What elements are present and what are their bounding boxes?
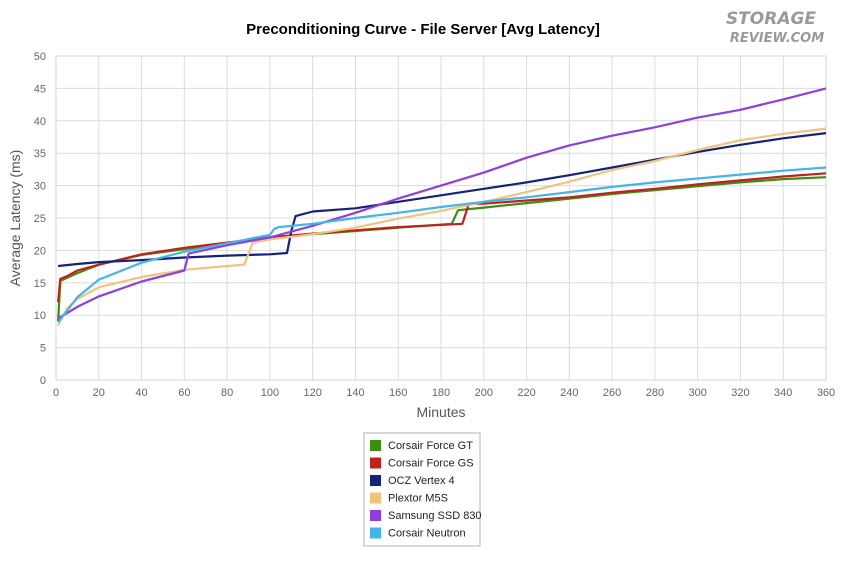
x-tick-label: 240	[560, 387, 578, 399]
series-line-plextor-m5s	[57, 127, 827, 327]
y-tick-label: 20	[34, 245, 46, 257]
legend-entry: OCZ Vertex 4	[388, 475, 455, 487]
legend-swatch	[370, 475, 381, 486]
series-line-corsair-force-gs	[57, 172, 827, 303]
legend-entry: Corsair Force GT	[388, 440, 473, 452]
legend-entry: Samsung SSD 830	[388, 510, 482, 522]
legend-items: Corsair Force GT Corsair Force GS OCZ Vert…	[370, 440, 482, 540]
legend-swatch	[370, 492, 381, 504]
x-tick-label: 220	[517, 387, 535, 399]
y-tick-label: 50	[34, 51, 46, 63]
x-tick-label: 0	[53, 387, 59, 399]
y-tick-label: 30	[34, 181, 46, 193]
legend-entry: Corsair Force GS	[388, 458, 474, 470]
logo-line2: REVIEW.COM	[730, 31, 824, 46]
x-axis-label: Minutes	[416, 404, 465, 420]
x-tick-label: 20	[93, 387, 105, 399]
x-tick-label: 160	[389, 387, 407, 399]
y-tick-label: 15	[34, 278, 46, 290]
x-tick-label: 40	[135, 387, 147, 399]
x-tick-label: 80	[221, 387, 233, 399]
x-tick-label: 100	[261, 387, 279, 399]
series-line-corsair-neutron	[57, 166, 827, 323]
x-tick-label: 340	[774, 387, 792, 399]
legend: Corsair Force GT Corsair Force GS OCZ Vert…	[363, 432, 482, 547]
y-tick-label: 0	[40, 375, 46, 387]
y-axis-label: Average Latency (ms)	[7, 150, 23, 287]
legend-box	[363, 432, 481, 547]
chart-series	[57, 87, 827, 327]
chart-title: Preconditioning Curve - File Server [Avg…	[246, 21, 600, 38]
y-tick-label: 10	[34, 310, 46, 322]
legend-entry: Corsair Neutron	[388, 528, 466, 540]
x-tick-label: 280	[646, 387, 664, 399]
y-axis-ticks: 0 5 10 15 20 25 30 35 40 45 50	[34, 51, 46, 387]
y-tick-label: 5	[40, 343, 46, 355]
y-tick-label: 45	[34, 83, 46, 95]
x-tick-label: 200	[475, 387, 493, 399]
legend-swatch	[370, 440, 381, 451]
y-tick-label: 40	[34, 116, 46, 128]
x-tick-label: 60	[178, 387, 190, 399]
x-axis-ticks: 0 20 40 60 80 100 120 140 160 180 200 220 240 260 280 3…	[53, 387, 835, 399]
plot-area-border	[55, 55, 827, 381]
legend-swatch	[370, 457, 381, 469]
x-tick-label: 320	[731, 387, 749, 399]
plot-grid	[56, 56, 826, 380]
legend-swatch	[370, 510, 381, 521]
y-tick-label: 25	[34, 213, 46, 225]
legend-entry: Plextor M5S	[388, 493, 448, 505]
storagereview-logo: STORAGE REVIEW.COM	[726, 9, 824, 46]
x-tick-label: 360	[817, 387, 835, 399]
y-tick-label: 35	[34, 148, 46, 160]
x-tick-label: 300	[688, 387, 706, 399]
legend-swatch	[370, 527, 381, 539]
x-tick-label: 120	[303, 387, 321, 399]
x-tick-label: 260	[603, 387, 621, 399]
x-tick-label: 180	[432, 387, 450, 399]
x-tick-label: 140	[346, 387, 364, 399]
series-line-samsung-ssd-830	[57, 87, 827, 320]
logo-line1: STORAGE	[726, 9, 816, 29]
